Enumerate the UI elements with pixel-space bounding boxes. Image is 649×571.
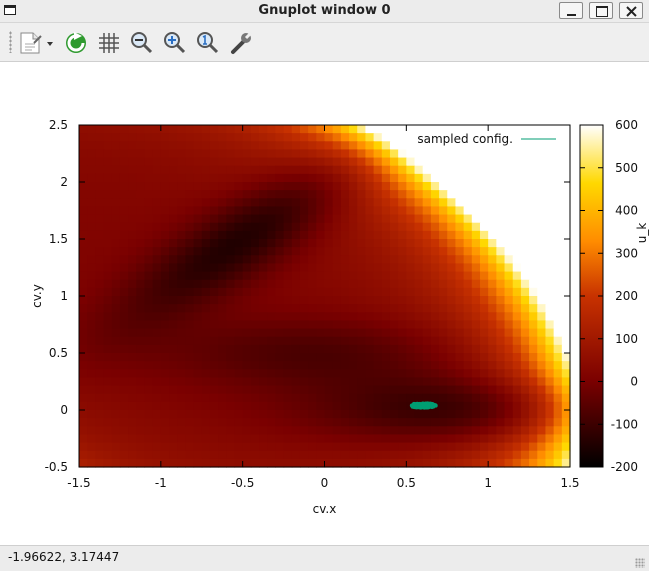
configure-button[interactable] <box>228 30 254 56</box>
toolbar-grip[interactable] <box>9 31 12 53</box>
x-tick-label: -1.5 <box>67 476 90 490</box>
x-tick-label: 1.5 <box>560 476 579 490</box>
chevron-down-icon <box>47 42 53 46</box>
unzoom-button[interactable] <box>195 30 221 56</box>
legend-entry-label: sampled config. <box>417 132 513 146</box>
close-button[interactable] <box>619 2 643 19</box>
status-bar: -1.96622, 3.17447 <box>0 545 649 571</box>
sampled-config-point <box>427 401 432 406</box>
toolbar <box>0 23 649 62</box>
colorbar-tick-label: 0 <box>630 375 638 389</box>
zoom-out-button[interactable] <box>129 30 155 56</box>
x-tick-label: 0.5 <box>397 476 416 490</box>
colorbar-tick-label: -100 <box>611 417 638 431</box>
window-title: Gnuplot window 0 <box>258 3 391 18</box>
y-tick-label: 1 <box>60 289 68 303</box>
close-icon <box>626 6 637 17</box>
title-bar: Gnuplot window 0 <box>0 0 649 23</box>
colorbar-tick-label: 100 <box>615 332 638 346</box>
grid-icon <box>99 33 119 53</box>
export-button[interactable] <box>17 30 59 56</box>
colorbar-tick-label: 500 <box>615 161 638 175</box>
wrench-icon <box>231 31 253 54</box>
grid-button[interactable] <box>96 30 122 56</box>
heatmap-chart: -1.5 -1 -0.5 0 0.5 1 1.5 -0.5 0 0.5 1 1.5 2 2.5 cv.x… <box>30 118 649 516</box>
unzoom-icon <box>197 32 219 54</box>
y-axis-label: cv.y <box>30 284 44 308</box>
app-window-icon <box>4 5 16 15</box>
colorbar-tick-label: 200 <box>615 289 638 303</box>
zoom-out-icon <box>131 32 153 54</box>
x-tick-label: 0 <box>321 476 329 490</box>
colorbar-tick-label: -200 <box>611 460 638 474</box>
y-tick-label: 2 <box>60 175 68 189</box>
heatmap-cells <box>79 125 571 468</box>
y-tick-label: 0.5 <box>49 346 68 360</box>
replot-button[interactable] <box>63 30 89 56</box>
plot-canvas[interactable]: -1.5 -1 -0.5 0 0.5 1 1.5 -0.5 0 0.5 1 1.5 2 2.5 cv.x… <box>0 62 649 544</box>
sampled-config-points <box>409 401 438 410</box>
y-tick-label: 2.5 <box>49 118 68 132</box>
minimize-button[interactable] <box>559 2 583 19</box>
cursor-coordinates: -1.96622, 3.17447 <box>8 550 120 564</box>
sampled-config-point <box>425 405 430 410</box>
y-tick-label: -0.5 <box>45 460 68 474</box>
maximize-button[interactable] <box>589 2 613 19</box>
colorbar-tick-label: 400 <box>615 204 638 218</box>
x-tick-label: -1 <box>155 476 167 490</box>
zoom-in-icon <box>164 32 186 54</box>
resize-grip[interactable] <box>635 558 645 568</box>
export-icon <box>20 32 53 54</box>
x-tick-label: -0.5 <box>231 476 254 490</box>
y-tick-label: 0 <box>60 403 68 417</box>
replot-icon <box>66 32 86 53</box>
sampled-config-point <box>410 404 415 409</box>
colorbar-tick-label: 300 <box>615 246 638 260</box>
x-axis-label: cv.x <box>313 502 337 516</box>
sampled-config-point <box>423 401 428 406</box>
sampled-config-point <box>416 403 421 408</box>
y-tick-label: 1.5 <box>49 232 68 246</box>
colorbar-tick-label: 600 <box>615 118 638 132</box>
zoom-in-button[interactable] <box>162 30 188 56</box>
colorbar-label: u_k <box>635 223 649 244</box>
x-tick-label: 1 <box>484 476 492 490</box>
